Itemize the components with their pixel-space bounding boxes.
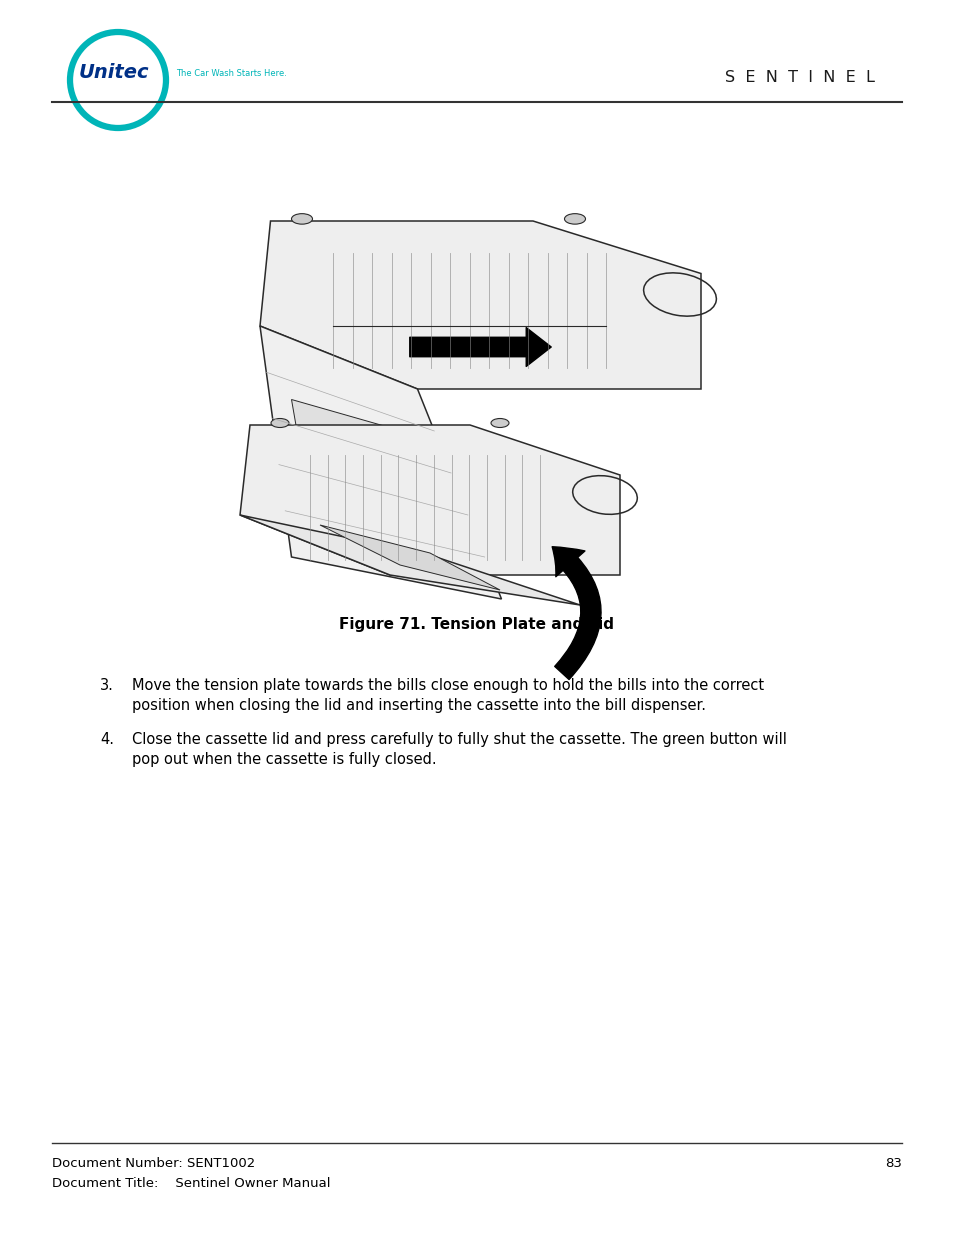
Text: 4.: 4. [100, 732, 113, 747]
Ellipse shape [564, 214, 585, 224]
FancyArrowPatch shape [410, 327, 551, 367]
Text: S  E  N  T  I  N  E  L: S E N T I N E L [724, 70, 874, 85]
Text: Unitec: Unitec [79, 63, 149, 83]
Polygon shape [260, 326, 501, 599]
FancyArrowPatch shape [552, 547, 600, 679]
Polygon shape [319, 525, 499, 590]
Polygon shape [240, 425, 619, 576]
Text: The Car Wash Starts Here.: The Car Wash Starts Here. [175, 69, 287, 79]
Text: Document Title:    Sentinel Owner Manual: Document Title: Sentinel Owner Manual [52, 1177, 330, 1191]
Text: Close the cassette lid and press carefully to fully shut the cassette. The green: Close the cassette lid and press careful… [132, 732, 786, 747]
Ellipse shape [292, 214, 313, 224]
Text: 3.: 3. [100, 678, 113, 693]
Text: Document Number: SENT1002: Document Number: SENT1002 [52, 1157, 255, 1170]
Text: Figure 71. Tension Plate and Lid: Figure 71. Tension Plate and Lid [339, 618, 614, 632]
Text: position when closing the lid and inserting the cassette into the bill dispenser: position when closing the lid and insert… [132, 698, 705, 713]
Text: 83: 83 [884, 1157, 901, 1170]
Ellipse shape [491, 419, 509, 427]
Ellipse shape [271, 419, 289, 427]
Text: Move the tension plate towards the bills close enough to hold the bills into the: Move the tension plate towards the bills… [132, 678, 763, 693]
Polygon shape [240, 515, 579, 605]
Polygon shape [292, 399, 480, 557]
Text: pop out when the cassette is fully closed.: pop out when the cassette is fully close… [132, 752, 436, 767]
Polygon shape [260, 221, 700, 389]
